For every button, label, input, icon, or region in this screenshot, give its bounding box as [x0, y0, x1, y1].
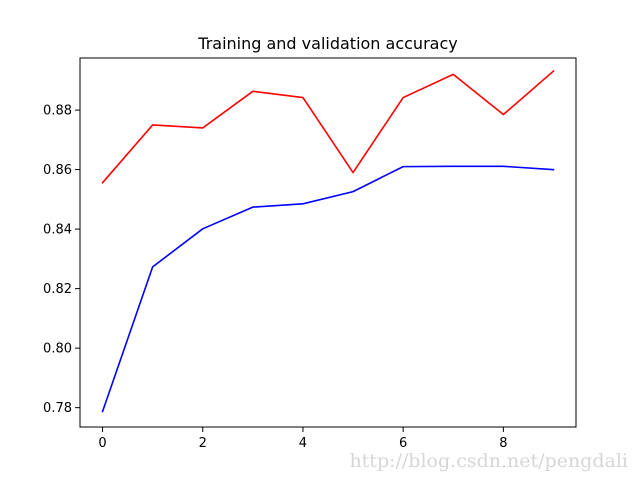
y-tick-label-0: 0.78 — [43, 401, 72, 416]
series-1-point-7 — [452, 165, 454, 167]
series-2-point-8 — [502, 114, 504, 116]
x-tick-label-3: 6 — [399, 436, 407, 451]
x-tick-label-0: 0 — [98, 436, 106, 451]
series-2-point-2 — [202, 127, 204, 129]
series-2-point-7 — [452, 73, 454, 75]
series-2-point-9 — [552, 70, 554, 72]
series-1-point-2 — [202, 228, 204, 230]
x-tick-label-2: 4 — [299, 436, 307, 451]
y-tick-label-4: 0.86 — [43, 163, 72, 178]
chart-title: Training and validation accuracy — [197, 34, 457, 53]
series-line-2 — [101, 69, 555, 184]
series-layer — [101, 69, 555, 413]
plot-frame — [79, 57, 577, 428]
y-tick-label-2: 0.82 — [43, 282, 72, 297]
x-tick-label-4: 8 — [499, 436, 507, 451]
y-tick-label-5: 0.88 — [43, 104, 72, 119]
y-tick-label-1: 0.80 — [43, 342, 72, 357]
series-1-point-5 — [352, 191, 354, 193]
x-tick-label-1: 2 — [199, 436, 207, 451]
series-1-point-9 — [552, 169, 554, 171]
axes-layer: 0 2 4 6 8 0.78 0.80 0.82 0.84 0.86 0.88 — [43, 57, 577, 451]
series-2-point-1 — [152, 124, 154, 126]
series-1-point-8 — [502, 165, 504, 167]
watermark-text: http://blog.csdn.net/pengdali — [349, 450, 628, 472]
series-2-point-0 — [102, 182, 104, 184]
series-2-point-3 — [252, 90, 254, 92]
series-1-point-0 — [102, 411, 104, 413]
y-tick-label-3: 0.84 — [43, 223, 72, 238]
series-2-point-5 — [352, 172, 354, 174]
series-1-point-3 — [252, 206, 254, 208]
series-1-point-4 — [302, 203, 304, 205]
series-2-point-6 — [402, 97, 404, 99]
series-line-1 — [101, 165, 555, 413]
series-2-point-4 — [302, 97, 304, 99]
series-1-point-1 — [152, 266, 154, 268]
series-1-point-6 — [402, 166, 404, 168]
